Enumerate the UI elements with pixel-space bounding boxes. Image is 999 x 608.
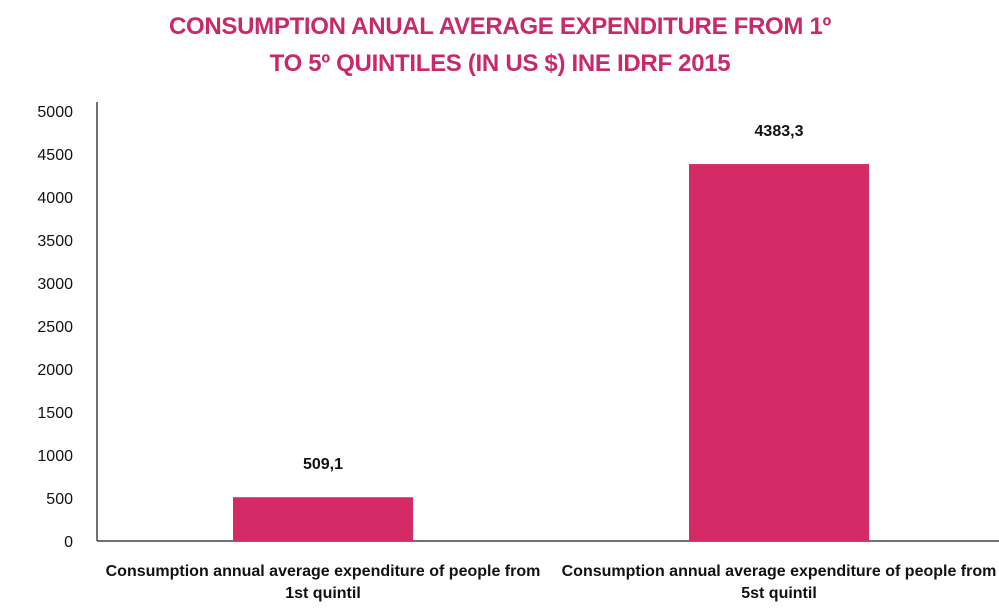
y-tick-label: 3000 [37,276,73,293]
y-tick-label: 1000 [37,448,73,465]
y-tick-label: 4000 [37,190,73,207]
y-tick-label: 4500 [37,147,73,164]
y-tick-label: 1500 [37,405,73,422]
y-tick-label: 2500 [37,319,73,336]
bar [233,497,413,541]
data-label: 509,1 [303,456,343,473]
x-tick-label: Consumption annual average expenditure o… [561,563,997,602]
data-label: 4383,3 [755,123,804,140]
y-tick-label: 0 [64,534,73,551]
chart-title: CONSUMPTION ANUAL AVERAGE EXPENDITURE FR… [169,13,831,77]
y-tick-label: 500 [46,491,73,508]
y-axis: 0 500 1000 1500 2000 2500 3000 3500 4000 4500 5000 [37,102,999,551]
bars [233,164,869,541]
data-labels: 509,1 4383,3 [303,123,804,473]
y-tick-label: 5000 [37,104,73,121]
bar [689,164,869,541]
y-tick-label: 3500 [37,233,73,250]
y-tick-label: 2000 [37,362,73,379]
x-tick-label: Consumption annual average expenditure o… [105,563,541,602]
